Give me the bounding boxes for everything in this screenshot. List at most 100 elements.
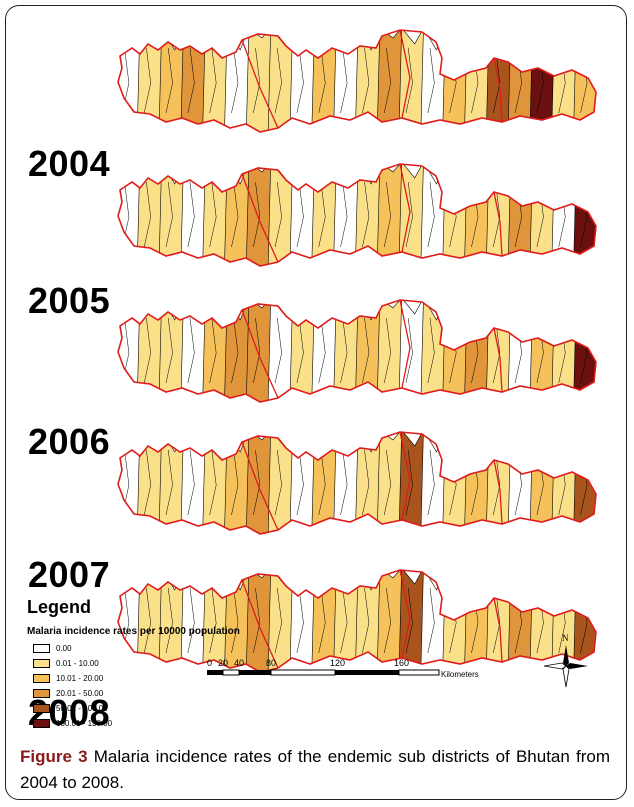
subdistrict-boundary: [405, 449, 413, 516]
north-arrow-icon: N: [543, 633, 588, 688]
legend-swatch: [33, 659, 50, 668]
subdistrict-boundary: [405, 317, 413, 384]
subdistrict-boundary: [231, 449, 239, 516]
subdistrict-boundary: [165, 181, 173, 248]
year-label-2005: 2005: [28, 280, 111, 321]
subdistrict-boundary: [340, 317, 348, 384]
legend-title: Legend: [27, 597, 92, 617]
district-divider: [241, 163, 503, 263]
legend-label: 20.01 - 50.00: [56, 689, 104, 698]
subdistrict-boundary: [493, 317, 501, 384]
district-boundary: [117, 569, 597, 673]
legend-label: 0.00: [56, 644, 72, 653]
figure-caption: Figure 3 Malaria incidence rates of the …: [20, 744, 610, 796]
subdistrict-boundary: [253, 449, 261, 516]
subdistrict-boundary: [143, 587, 151, 654]
district-divider: [241, 29, 503, 129]
subdistrict-boundary: [318, 587, 326, 654]
subdistrict-boundary: [253, 181, 261, 248]
subdistrict-boundary: [340, 587, 348, 654]
scale-tick-label: 20: [218, 658, 228, 668]
subdistrict-boundary: [493, 181, 501, 248]
subdistrict-boundary: [209, 317, 217, 384]
subdistrict-boundary: [231, 47, 239, 114]
subdistrict-boundary: [231, 181, 239, 248]
legend-item: 0.00: [33, 643, 72, 654]
subdistrict-boundary: [362, 181, 370, 248]
subdistrict-boundary: [340, 181, 348, 248]
subdistrict-boundary: [318, 47, 326, 114]
subdistrict-boundary: [209, 587, 217, 654]
scale-tick-label: 120: [330, 658, 345, 668]
subdistrict-boundary: [274, 181, 282, 248]
subdistrict-boundary: [253, 587, 261, 654]
district-boundary: [117, 299, 597, 403]
subdistrict-boundary: [340, 47, 348, 114]
subdistrict-shape: [572, 432, 596, 534]
district-map-2005: [117, 163, 597, 267]
subdistrict-boundary: [383, 47, 391, 114]
subdistrict-boundary: [340, 449, 348, 516]
year-label-2007: 2007: [28, 554, 111, 595]
legend-swatch: [33, 719, 50, 728]
subdistrict-boundary: [318, 449, 326, 516]
subdistrict-boundary: [165, 47, 173, 114]
scale-tick-label: 160: [394, 658, 409, 668]
subdistrict-boundary: [209, 181, 217, 248]
subdistrict-boundary: [296, 317, 304, 384]
district-map-2004: [117, 29, 597, 133]
figure-frame: [5, 5, 627, 800]
subdistrict-boundary: [274, 587, 282, 654]
subdistrict-boundary: [296, 449, 304, 516]
subdistrict-boundary: [383, 449, 391, 516]
subdistrict-boundary: [318, 317, 326, 384]
district-boundary: [117, 163, 597, 267]
subdistrict-boundary: [187, 317, 195, 384]
subdistrict-boundary: [143, 47, 151, 114]
legend-subtitle: Malaria incidence rates per 10000 popula…: [27, 626, 240, 637]
subdistrict-boundary: [362, 449, 370, 516]
subdistrict-boundary: [187, 47, 195, 114]
subdistrict-boundary: [405, 587, 413, 654]
subdistrict-boundary: [383, 181, 391, 248]
subdistrict-boundary: [427, 587, 435, 654]
scale-tick-label: 40: [234, 658, 244, 668]
scale-tick-label: 0: [207, 658, 212, 668]
district-boundary: [117, 29, 597, 133]
subdistrict-boundary: [165, 449, 173, 516]
district-boundary: [117, 431, 597, 535]
legend-swatch: [33, 644, 50, 653]
subdistrict-boundary: [231, 317, 239, 384]
subdistrict-boundary: [318, 181, 326, 248]
district-map-2007: [117, 431, 597, 535]
subdistrict-boundary: [362, 47, 370, 114]
caption-text: Malaria incidence rates of the endemic s…: [20, 747, 610, 792]
district-divider: [241, 299, 503, 399]
year-label-2004: 2004: [28, 143, 111, 184]
legend-label: 100.01 - 130.00: [56, 719, 113, 728]
legend-item: 10.01 - 20.00: [33, 673, 103, 684]
legend-label: 10.01 - 20.00: [56, 674, 104, 683]
subdistrict-boundary: [187, 587, 195, 654]
subdistrict-boundary: [296, 181, 304, 248]
subdistrict-boundary: [493, 587, 501, 654]
subdistrict-boundary: [209, 449, 217, 516]
subdistrict-shape: [572, 30, 596, 132]
north-label: N: [562, 633, 569, 643]
district-map-2008: [117, 569, 597, 673]
subdistrict-boundary: [187, 449, 195, 516]
subdistrict-boundary: [383, 317, 391, 384]
subdistrict-boundary: [493, 47, 501, 114]
legend-label: 50.01 - 100.00: [56, 704, 108, 713]
legend-swatch: [33, 674, 50, 683]
subdistrict-boundary: [253, 47, 261, 114]
subdistrict-shape: [572, 164, 596, 266]
subdistrict-boundary: [296, 587, 304, 654]
subdistrict-boundary: [362, 587, 370, 654]
district-map-2006: [117, 299, 597, 403]
subdistrict-boundary: [274, 47, 282, 114]
subdistrict-boundary: [274, 317, 282, 384]
subdistrict-boundary: [427, 181, 435, 248]
subdistrict-boundary: [493, 449, 501, 516]
subdistrict-boundary: [427, 449, 435, 516]
